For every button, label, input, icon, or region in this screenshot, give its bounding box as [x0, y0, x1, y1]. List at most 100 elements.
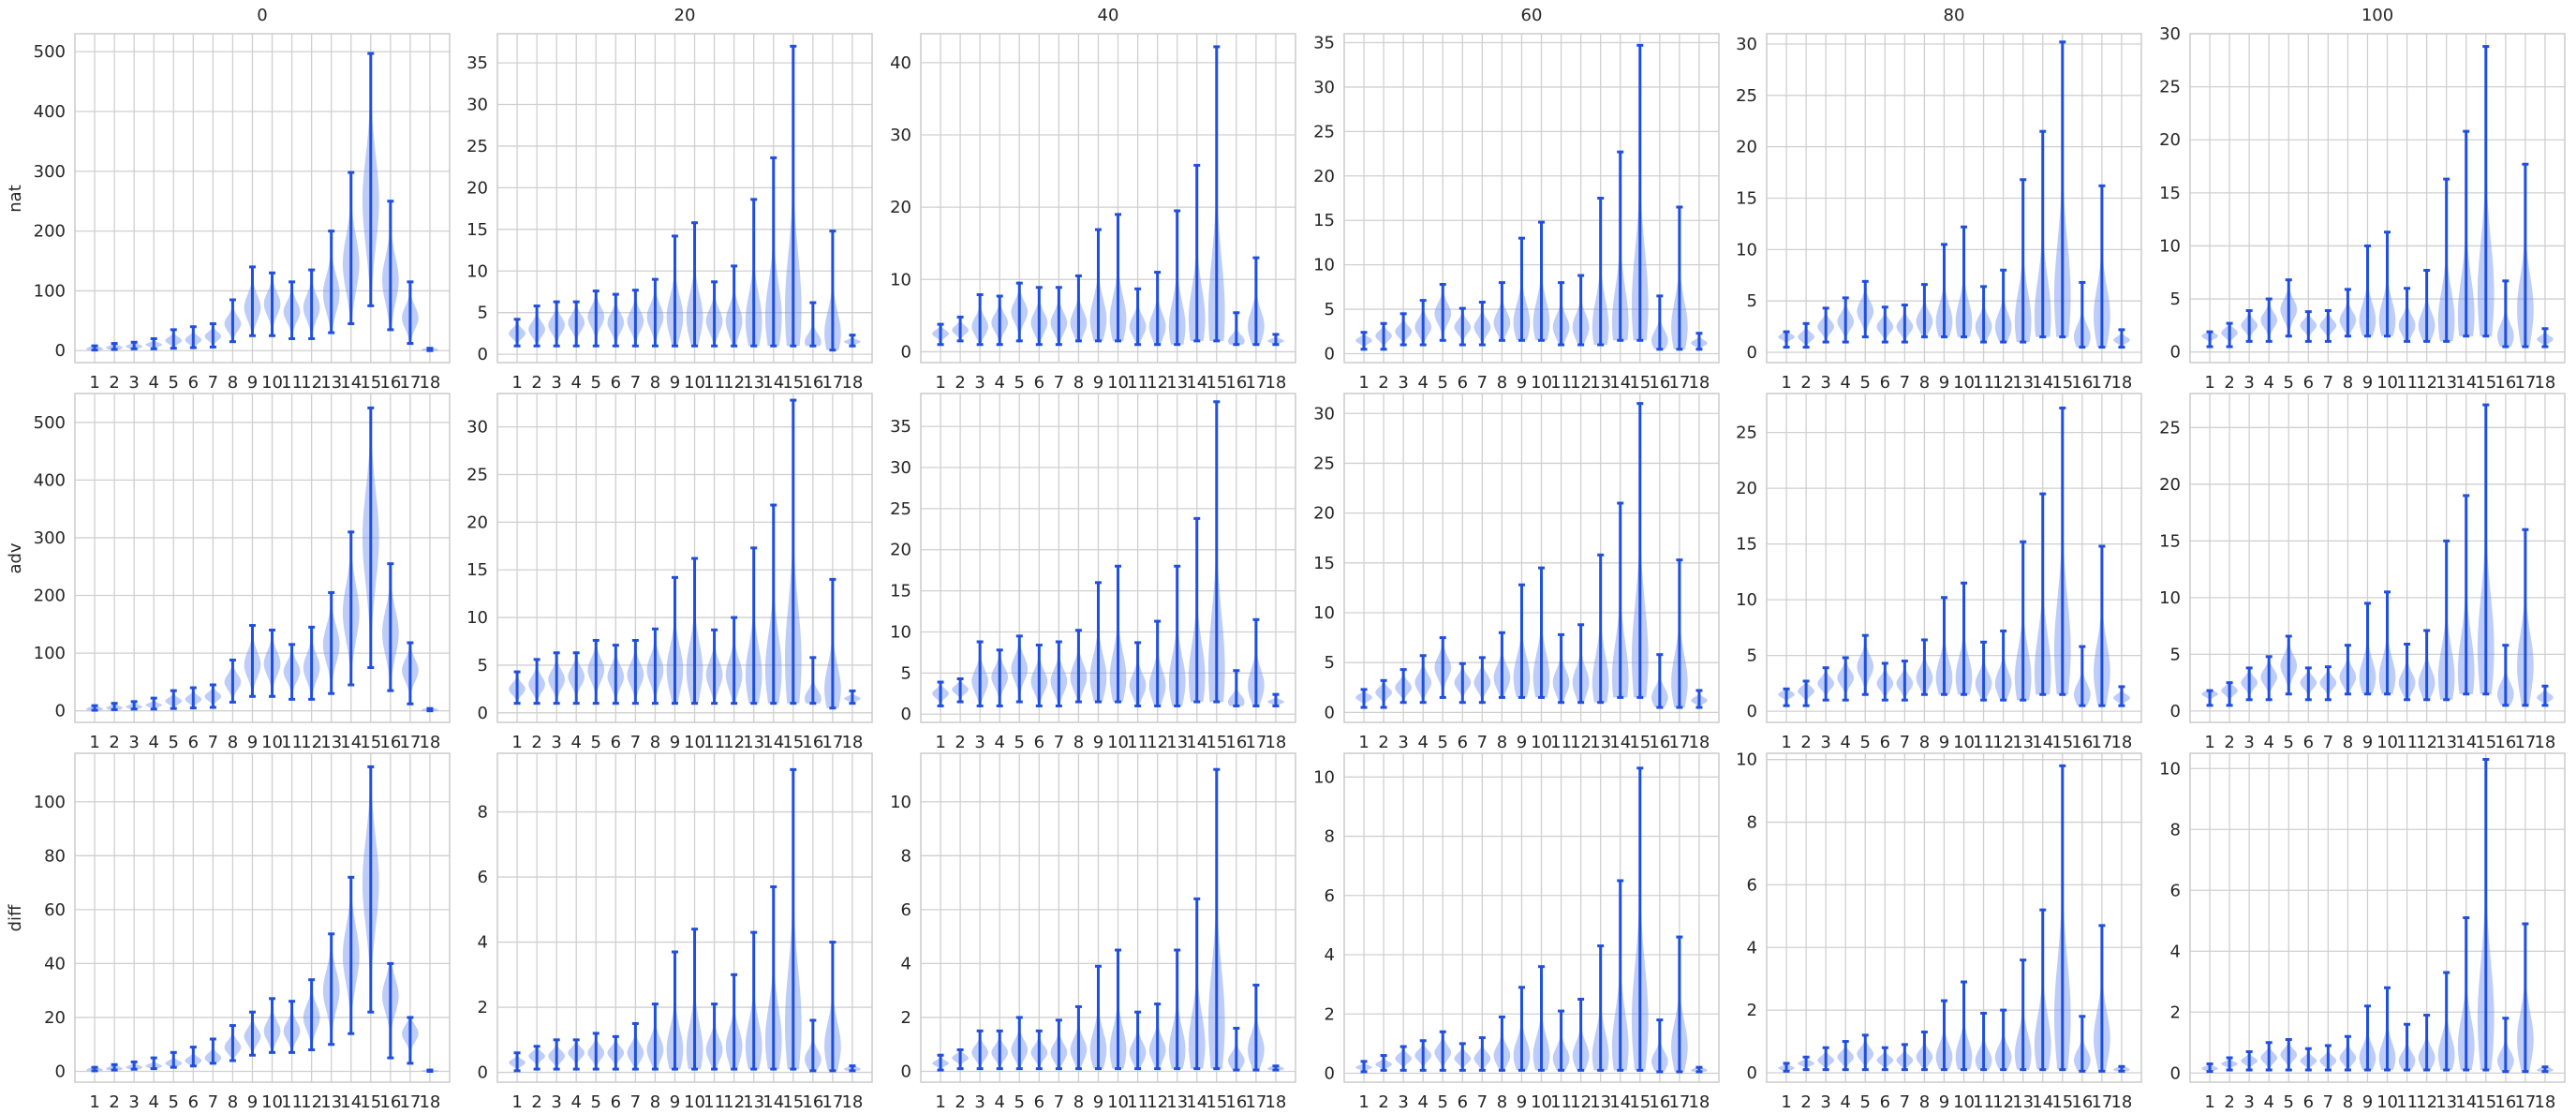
x-tick-label: 4: [148, 373, 158, 393]
y-tick-label: 500: [34, 42, 66, 62]
x-tick-label: 9: [670, 733, 680, 752]
x-tick-label: 5: [169, 373, 179, 393]
y-tick-label: 20: [466, 512, 488, 532]
x-tick-label: 4: [994, 1092, 1004, 1112]
x-tick-label: 14: [1186, 733, 1207, 752]
x-tick-label: 12: [1147, 373, 1168, 393]
x-tick-label: 14: [2032, 1092, 2053, 1112]
x-tick-label: 4: [1840, 733, 1850, 752]
x-tick-label: 3: [2243, 373, 2254, 393]
x-tick-label: 13: [320, 1092, 342, 1112]
x-tick-label: 18: [2110, 1092, 2132, 1112]
x-tick-label: 11: [1973, 733, 1994, 752]
x-tick-label: 11: [1127, 733, 1148, 752]
y-tick-label: 0: [1325, 703, 1335, 722]
x-tick-label: 1: [2204, 1092, 2214, 1112]
x-tick-label: 10: [1107, 1092, 1129, 1112]
x-tick-label: 8: [2343, 1092, 2353, 1112]
x-tick-label: 5: [2284, 733, 2294, 752]
x-tick-label: 18: [841, 733, 863, 752]
x-tick-label: 14: [1609, 733, 1631, 752]
y-tick-label: 20: [1313, 167, 1335, 186]
x-tick-label: 14: [2455, 1092, 2477, 1112]
y-tick-label: 0: [478, 345, 488, 364]
x-tick-label: 2: [955, 1092, 965, 1112]
x-tick-label: 18: [1688, 373, 1710, 393]
y-tick-label: 0: [55, 702, 66, 721]
x-tick-label: 6: [1034, 733, 1044, 752]
y-tick-label: 5: [478, 656, 488, 676]
y-tick-label: 20: [1736, 138, 1757, 157]
x-tick-label: 9: [247, 1092, 258, 1112]
x-tick-label: 12: [723, 733, 745, 752]
x-tick-label: 15: [2475, 1092, 2496, 1112]
x-tick-label: 12: [1992, 1092, 2014, 1112]
x-tick-label: 8: [1497, 1092, 1507, 1112]
y-tick-label: 25: [466, 465, 488, 484]
y-tick-label: 0: [901, 705, 911, 724]
panel-frame: [74, 393, 451, 723]
panel-frame: [920, 393, 1296, 723]
x-tick-label: 7: [1054, 373, 1064, 393]
x-tick-label: 10: [1531, 733, 1552, 752]
x-tick-label: 12: [2416, 733, 2437, 752]
x-tick-label: 2: [531, 1092, 541, 1112]
x-tick-label: 18: [2534, 1092, 2555, 1112]
x-tick-label: 12: [1147, 1092, 1168, 1112]
y-tick-label: 6: [901, 900, 911, 920]
x-tick-label: 6: [2303, 733, 2314, 752]
x-tick-label: 11: [703, 733, 725, 752]
y-tick-label: 10: [466, 608, 488, 628]
x-tick-label: 17: [2514, 373, 2536, 393]
x-tick-label: 5: [1438, 373, 1448, 393]
y-tick-label: 0: [901, 1062, 911, 1081]
y-tick-label: 0: [901, 342, 911, 362]
x-tick-label: 2: [1378, 1092, 1388, 1112]
x-tick-label: 3: [1820, 373, 1830, 393]
x-tick-label: 7: [1900, 1092, 1910, 1112]
y-tick-label: 25: [1313, 122, 1335, 141]
x-tick-label: 15: [360, 1092, 381, 1112]
x-tick-label: 7: [1054, 733, 1064, 752]
x-tick-label: 14: [2455, 733, 2477, 752]
x-tick-label: 2: [109, 1092, 119, 1112]
x-tick-label: 2: [2224, 733, 2234, 752]
y-tick-label: 30: [890, 126, 911, 145]
x-tick-label: 7: [1054, 1092, 1064, 1112]
x-tick-label: 11: [2396, 733, 2418, 752]
x-tick-label: 13: [743, 733, 764, 752]
x-tick-label: 8: [2343, 373, 2353, 393]
x-tick-label: 14: [762, 1092, 784, 1112]
x-tick-label: 11: [1973, 1092, 1994, 1112]
x-tick-label: 8: [650, 373, 660, 393]
x-tick-label: 1: [89, 373, 99, 393]
panel-frame: [1343, 393, 1720, 723]
y-tick-label: 5: [901, 663, 911, 683]
y-tick-label: 10: [890, 270, 911, 290]
y-tick-label: 10: [1313, 603, 1335, 623]
y-tick-label: 4: [478, 933, 488, 953]
panel-frame: [496, 393, 873, 723]
x-tick-label: 16: [1649, 1092, 1670, 1112]
x-tick-label: 1: [511, 373, 522, 393]
x-tick-label: 3: [974, 1092, 985, 1112]
x-tick-label: 6: [1458, 1092, 1468, 1112]
x-tick-label: 5: [1014, 373, 1025, 393]
x-tick-label: 2: [1800, 373, 1811, 393]
y-tick-label: 2: [1747, 1001, 1757, 1020]
x-tick-label: 14: [340, 733, 362, 752]
x-tick-label: 15: [2051, 1092, 2073, 1112]
x-tick-label: 7: [208, 373, 218, 393]
y-tick-label: 0: [1747, 1063, 1757, 1083]
y-tick-label: 2: [1325, 1004, 1335, 1024]
y-tick-label: 30: [2159, 24, 2181, 44]
x-tick-label: 13: [2435, 373, 2457, 393]
x-tick-label: 4: [2263, 1092, 2273, 1112]
x-tick-label: 1: [2204, 373, 2214, 393]
x-tick-label: 18: [841, 373, 863, 393]
x-tick-label: 18: [1265, 733, 1286, 752]
x-tick-label: 13: [2435, 1092, 2457, 1112]
row-label-diff: diff: [6, 904, 25, 931]
